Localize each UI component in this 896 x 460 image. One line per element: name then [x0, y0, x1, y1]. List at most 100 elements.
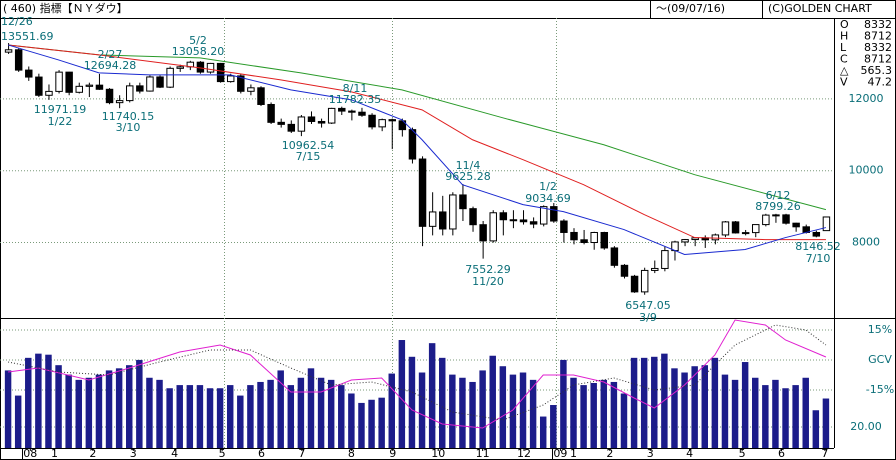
candle-body: [85, 84, 94, 87]
candle-body: [277, 121, 285, 125]
volume-bar: [297, 377, 305, 448]
volume-bar: [752, 377, 759, 448]
candle-body: [418, 158, 427, 227]
volume-bar: [701, 365, 708, 448]
volume-bar: [762, 385, 769, 448]
candle-body: [206, 62, 215, 73]
volume-bar: [348, 393, 355, 448]
x-tick-label: 09: [553, 447, 567, 460]
candle-body: [75, 85, 83, 93]
annotation-value: 12694.28: [84, 59, 137, 72]
candle-body: [176, 66, 184, 69]
candle-body: [378, 119, 386, 128]
volume-bar: [358, 402, 365, 448]
header-date: 〜(09/07/16): [656, 2, 725, 15]
candle-body: [247, 87, 255, 92]
candle-body: [752, 224, 760, 234]
stat-label: H: [840, 30, 848, 43]
candle-body: [4, 49, 13, 53]
candle-body: [388, 119, 396, 122]
candle-body: [519, 219, 528, 223]
annotation-date: 2/27: [98, 48, 123, 61]
candle-body: [812, 231, 821, 237]
volume-bar: [226, 385, 234, 448]
volume-bar: [247, 385, 254, 448]
candle-body: [267, 103, 275, 123]
volume-bar: [600, 379, 608, 448]
volume-bar: [580, 385, 587, 448]
volume-bar: [267, 379, 274, 448]
stat-label: C: [840, 53, 848, 66]
candle-body: [45, 90, 53, 96]
volume-bar: [509, 374, 517, 448]
volume-bar: [156, 379, 163, 448]
volume-bar: [620, 393, 628, 448]
volume-bar: [539, 416, 547, 448]
line: [7, 44, 827, 256]
volume-bar: [731, 379, 739, 448]
volume-bar: [428, 343, 436, 448]
volume-bar: [812, 410, 820, 448]
annotation-date: 6/12: [766, 189, 791, 202]
candle-body: [65, 71, 73, 93]
annotation-value: 7552.29: [465, 263, 511, 276]
volume-bar: [95, 374, 103, 448]
volume-bar: [25, 357, 32, 448]
volume-bar: [721, 374, 729, 448]
annotation-value: 13058.20: [172, 45, 225, 58]
stat-label: △: [840, 64, 849, 77]
volume-bar: [519, 372, 527, 448]
annotation-value: 13551.69: [1, 30, 54, 43]
x-tick-label: 7: [298, 447, 305, 460]
volume-bar: [741, 362, 749, 448]
y2-tick-label: GCV: [868, 353, 892, 366]
x-tick-label: 8: [348, 447, 355, 460]
candle-body: [55, 71, 63, 92]
candle-body: [297, 116, 306, 132]
volume-bar: [792, 385, 799, 448]
volume-bar: [115, 368, 123, 448]
annotation-value: 11740.15: [102, 110, 155, 123]
candle-body: [469, 208, 477, 226]
candle-body: [368, 114, 376, 128]
candle-body: [580, 239, 588, 244]
candle-body: [136, 85, 144, 92]
candle-body: [792, 222, 800, 228]
x-tick-label: 3: [647, 447, 654, 460]
volume-bar: [136, 359, 143, 448]
volume-bar: [388, 373, 395, 448]
volume-bar: [489, 355, 496, 448]
x-tick-label: 11: [476, 447, 490, 460]
candle-body: [408, 129, 417, 160]
y-tick-label: 20.00: [850, 420, 882, 433]
candle-body: [327, 107, 336, 124]
header-title: ( 460) 指標【ＮＹダウ】: [3, 1, 128, 15]
volume-bar: [45, 354, 52, 448]
annotation-date: 8/11: [343, 82, 368, 95]
stat-value: 565.3: [861, 64, 893, 77]
candle-body: [358, 111, 366, 116]
candle-body: [105, 88, 114, 104]
candle-body: [287, 123, 296, 132]
volume-bar: [146, 377, 153, 448]
annotation-date: 11/20: [472, 275, 504, 288]
candle-body: [226, 75, 235, 83]
x-tick-label: 4: [171, 447, 178, 460]
annotation-value: 9034.69: [525, 192, 571, 205]
candle-body: [822, 216, 831, 232]
volume-bar: [560, 359, 567, 448]
volume-bar: [590, 383, 597, 448]
candle-body: [570, 231, 578, 241]
volume-bar: [529, 379, 537, 448]
volume-bar: [499, 366, 507, 448]
x-tick-label: 7: [821, 447, 828, 460]
annotation-date: 5/2: [189, 34, 207, 47]
x-tick-label: 1: [51, 447, 58, 460]
volume-bar: [176, 385, 183, 448]
stat-label: O: [840, 18, 849, 31]
candle-body: [550, 206, 558, 222]
x-tick-label: 2: [606, 447, 613, 460]
annotation-date: 1/2: [539, 180, 557, 193]
x-tick-label: 5: [739, 447, 746, 460]
x-tick-label: 3: [130, 447, 137, 460]
